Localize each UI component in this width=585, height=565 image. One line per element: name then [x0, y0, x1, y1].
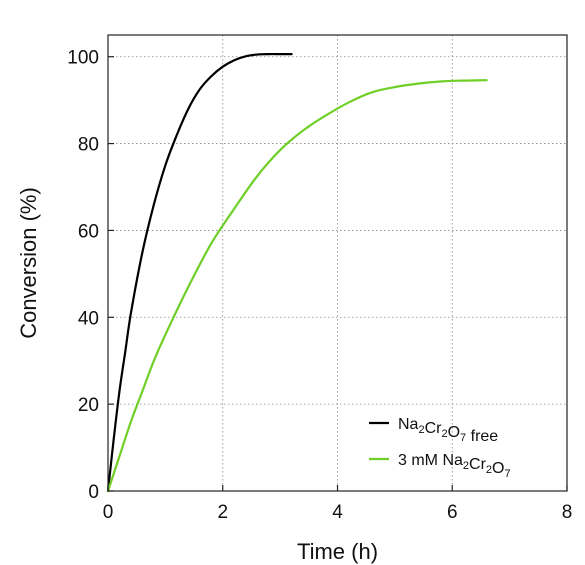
series-line-1	[106, 79, 488, 493]
y-tick-label: 0	[88, 482, 99, 503]
legend-label-0: Na2Cr2O7 free	[398, 416, 498, 445]
x-tick-label: 0	[103, 502, 114, 523]
series-layer	[106, 52, 488, 493]
x-tick-label: 6	[447, 502, 458, 523]
series-line-0	[106, 52, 293, 493]
legend-label-1: 3 mM Na2Cr2O7	[398, 452, 511, 480]
y-tick-label: 60	[78, 221, 99, 242]
x-tick-label: 4	[332, 502, 343, 523]
y-tick-label: 100	[67, 48, 99, 69]
legend: Na2Cr2O7 free 3 mM Na2Cr2O7	[369, 416, 511, 480]
y-tick-label: 20	[78, 395, 99, 416]
y-tick-label: 80	[78, 135, 99, 156]
y-axis-title: Conversion (%)	[16, 187, 41, 339]
x-tick-label: 8	[562, 502, 573, 523]
grid-layer	[108, 35, 567, 491]
x-axis-title: Time (h)	[297, 539, 378, 564]
x-tick-label: 2	[217, 502, 228, 523]
y-tick-label: 40	[78, 308, 99, 329]
